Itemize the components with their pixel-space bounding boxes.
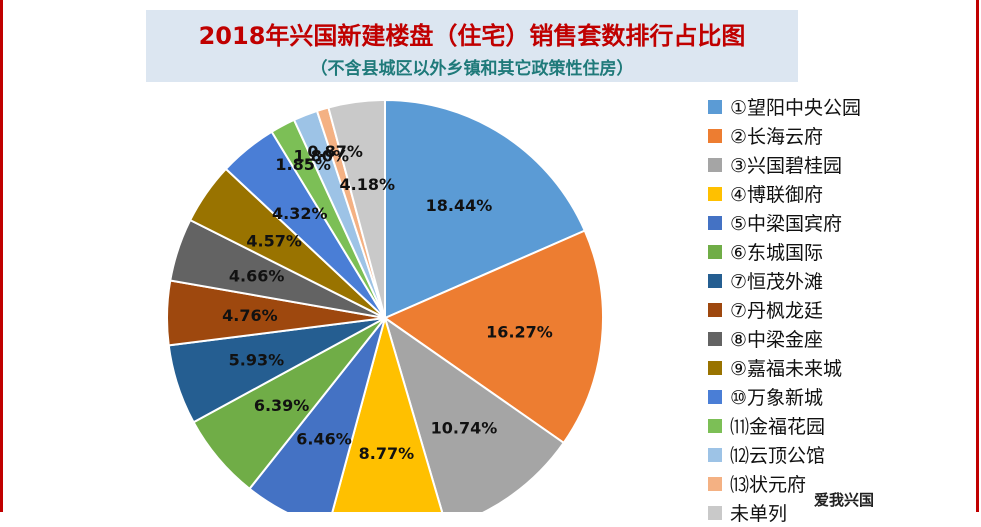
legend-swatch [708,389,722,404]
legend-item: ②长海云府 [708,121,861,150]
legend-label: ⑦丹枫龙廷 [730,300,824,322]
legend-swatch [708,273,722,288]
title-box: 2018年兴国新建楼盘（住宅）销售套数排行占比图 （不含县城区以外乡镇和其它政策… [146,10,798,82]
legend-label: 未单列 [730,503,788,525]
pie-slice-label: 4.32% [272,204,328,223]
legend-swatch [708,505,722,520]
legend-label: ③兴国碧桂园 [730,155,843,177]
legend-swatch [708,476,722,491]
legend-label: ⑨嘉福未来城 [730,358,843,380]
legend-swatch [708,157,722,172]
pie-slice-label: 1.85% [275,155,331,174]
legend-swatch [708,99,722,114]
legend-item: ⑿云顶公馆 [708,440,861,469]
pie-slice-label: 8.77% [359,444,415,463]
legend-swatch [708,128,722,143]
chart-title: 2018年兴国新建楼盘（住宅）销售套数排行占比图 [198,22,746,50]
pie-slice-label: 0.87% [307,142,363,161]
pie-slice-label: 18.44% [426,196,493,215]
pie-slice [382,229,604,445]
legend-item: ④博联御府 [708,179,861,208]
pie-slice-label: 4.76% [222,306,278,325]
legend-item: ⑩万象新城 [708,382,861,411]
chart-frame [0,0,979,512]
watermark-text: 爱我兴国 [808,488,881,511]
legend-swatch [708,447,722,462]
legend-label: ①望阳中央公园 [730,97,862,119]
legend-label: ⑧中梁金座 [730,329,824,351]
pie-slice-label: 5.93% [229,351,285,370]
legend-item: ⑥东城国际 [708,237,861,266]
legend-label: ⑦恒茂外滩 [730,271,824,293]
legend-swatch [708,302,722,317]
legend-swatch [708,186,722,201]
pie-slice-label: 4.66% [229,267,285,286]
legend-swatch [708,215,722,230]
legend-label: ⑥东城国际 [730,242,824,264]
legend-item: ⑧中梁金座 [708,324,861,353]
legend-item: ⑦恒茂外滩 [708,266,861,295]
pie-slice-label: 4.57% [246,232,302,251]
legend-label: ⒀状元府 [730,474,807,496]
legend-item: ⑨嘉福未来城 [708,353,861,382]
legend-item: ⑾金福花园 [708,411,861,440]
legend-item: ⒀状元府 [708,469,861,498]
pie-slice [383,315,566,512]
legend-swatch [708,331,722,346]
legend-item: ③兴国碧桂园 [708,150,861,179]
pie-slice [384,98,587,320]
legend-label: ⑾金福花园 [730,416,826,438]
chart-legend: ①望阳中央公园 ②长海云府 ③兴国碧桂园 ④博联御府 ⑤中梁国宾府 ⑥东城国际 ⑦恒茂外滩 ⑦… [708,92,861,527]
legend-label: ②长海云府 [730,126,824,148]
pie-slice [331,314,444,512]
legend-label: ⑤中梁国宾府 [730,213,843,235]
legend-swatch [708,418,722,433]
legend-item: ⑤中梁国宾府 [708,208,861,237]
pie-slices [166,98,604,512]
legend-swatch [708,360,722,375]
legend-item: ⑦丹枫龙廷 [708,295,861,324]
pie-slice [327,98,386,319]
legend-label: ④博联御府 [730,184,824,206]
pie-slice-label: 16.27% [486,322,553,341]
pie-slice-label: 4.18% [340,175,396,194]
legend-item: ①望阳中央公园 [708,92,861,121]
legend-label: ⑿云顶公馆 [730,445,826,467]
pie-slice-label: 6.46% [296,430,352,449]
legend-label: ⑩万象新城 [730,387,824,409]
pie-slice-label: 6.39% [254,396,310,415]
pie-labels: 18.44% 16.27% 10.74% 8.77% 6.46% 6.39% 5.93% 4.… [222,142,553,463]
pie-chart: 18.44% 16.27% 10.74% 8.77% 6.46% 6.39% 5.93% 4.… [166,98,604,512]
pie-slice-label: 10.74% [431,419,498,438]
chart-subtitle: （不含县城区以外乡镇和其它政策性住房） [310,59,634,79]
legend-swatch [708,244,722,259]
pie-slice-label: 1.80% [294,147,350,166]
